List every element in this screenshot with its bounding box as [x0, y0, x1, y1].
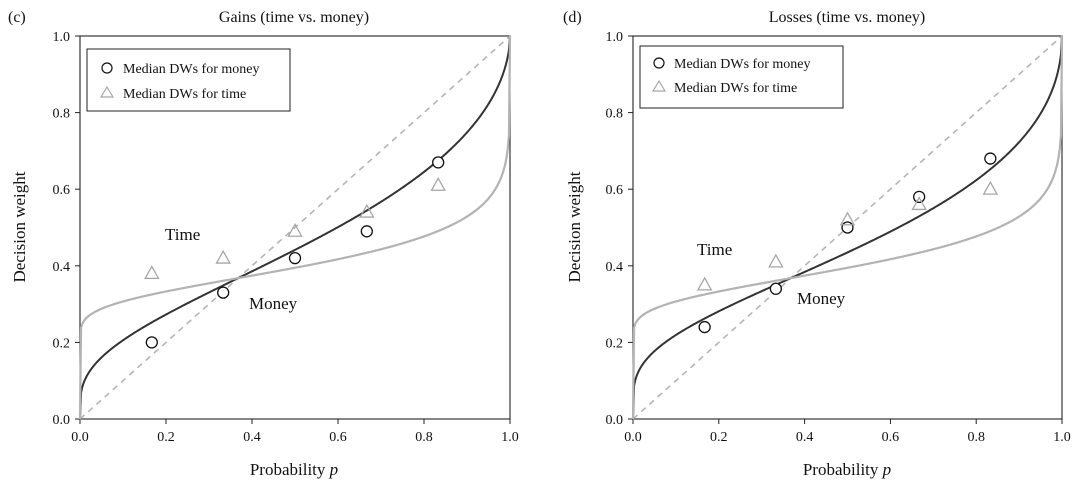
- x-tick-label: 0.2: [157, 430, 175, 445]
- legend-label-time: Median DWs for time: [674, 81, 797, 96]
- plot-area: [78, 35, 512, 420]
- chart-title: Gains (time vs. money): [219, 9, 369, 26]
- x-tick-label: 0.4: [243, 430, 261, 445]
- legend-marker-money: [653, 57, 665, 69]
- panel-label: (c): [8, 9, 26, 26]
- x-tick-label: 0.0: [71, 430, 89, 445]
- time-data-point: [215, 249, 231, 264]
- annotation-time: Time: [165, 225, 200, 244]
- time-data-point: [839, 211, 856, 226]
- y-tick-label: 0.8: [53, 107, 71, 122]
- annotation-money: Money: [249, 294, 298, 313]
- legend-label-money: Median DWs for money: [123, 62, 259, 77]
- annotation-money: Money: [797, 289, 846, 308]
- x-axis-title-variable: p: [329, 460, 339, 479]
- legend: Median DWs for money Median DWs for time: [639, 45, 844, 109]
- legend-label-time: Median DWs for time: [123, 87, 246, 102]
- x-axis-title: Probability p: [250, 460, 338, 479]
- legend-label-money: Median DWs for money: [674, 57, 810, 72]
- chart-panel-gains: (c) Gains (time vs. money) Decision weig…: [8, 9, 519, 479]
- money-data-point: [769, 282, 783, 295]
- y-tick-label: 0.8: [606, 107, 624, 122]
- time-fit-curve: [78, 35, 512, 420]
- time-data-point: [287, 222, 303, 237]
- y-axis-title: Decision weight: [10, 171, 29, 282]
- y-tick-label: 0.2: [53, 336, 71, 351]
- plot-frame: [632, 35, 1063, 420]
- x-axis: 0.0 0.2 0.4 0.6 0.8 1.0: [71, 419, 519, 445]
- time-data-point: [768, 253, 784, 268]
- y-tick-label: 0.2: [606, 336, 624, 351]
- legend-marker-money: [101, 62, 113, 74]
- legend-marker-time: [651, 79, 667, 92]
- y-tick-label: 0.6: [53, 183, 71, 198]
- chart-panel-losses: (d) Losses (time vs. money) Decision wei…: [563, 9, 1071, 479]
- x-axis-title-variable: p: [882, 460, 892, 479]
- y-tick-label: 0.0: [53, 413, 71, 428]
- money-data-point: [984, 152, 997, 165]
- x-tick-label: 0.6: [882, 430, 900, 445]
- money-data-point: [698, 320, 711, 334]
- legend: Median DWs for money Median DWs for time: [86, 48, 291, 112]
- identity-diagonal-line: [79, 35, 511, 420]
- time-data-point: [911, 196, 927, 211]
- plot-frame: [79, 35, 511, 420]
- x-tick-label: 1.0: [1053, 430, 1071, 445]
- time-data-point: [982, 180, 999, 195]
- time-data-point: [696, 276, 713, 291]
- money-data-point: [432, 156, 445, 169]
- y-tick-label: 0.4: [606, 260, 624, 275]
- money-data-point: [145, 336, 158, 349]
- time-fit-curve: [631, 35, 1064, 420]
- y-tick-label: 0.0: [606, 413, 624, 428]
- x-axis-title-text: Probability: [250, 460, 326, 479]
- x-tick-label: 0.2: [710, 430, 728, 445]
- x-tick-label: 0.8: [415, 430, 433, 445]
- x-axis-title-text: Probability: [803, 460, 879, 479]
- panel-label: (d): [563, 9, 582, 26]
- y-tick-label: 1.0: [53, 30, 71, 45]
- y-tick-label: 0.4: [53, 260, 71, 275]
- x-tick-label: 1.0: [501, 430, 519, 445]
- y-axis: 0.0 0.2 0.4 0.6 0.8 1.0: [606, 30, 633, 428]
- x-tick-label: 0.4: [796, 430, 814, 445]
- y-axis: 0.0 0.2 0.4 0.6 0.8 1.0: [53, 30, 80, 428]
- legend-box: [86, 48, 291, 112]
- annotation-time: Time: [697, 240, 732, 259]
- legend-box: [639, 45, 844, 109]
- money-fit-curve: [632, 35, 1063, 420]
- x-tick-label: 0.8: [967, 430, 985, 445]
- chart-title: Losses (time vs. money): [769, 9, 925, 26]
- x-tick-label: 0.0: [624, 430, 642, 445]
- x-axis: 0.0 0.2 0.4 0.6 0.8 1.0: [624, 419, 1071, 445]
- money-data-point: [217, 286, 230, 299]
- x-axis-title: Probability p: [803, 460, 891, 479]
- time-data-point: [144, 265, 160, 280]
- time-data-point: [430, 177, 446, 191]
- x-tick-label: 0.6: [329, 430, 347, 445]
- money-data-point: [288, 251, 302, 265]
- y-tick-label: 1.0: [606, 30, 624, 45]
- time-data-point: [359, 203, 375, 218]
- money-data-point: [841, 221, 854, 234]
- legend-marker-time: [99, 85, 115, 98]
- y-axis-title: Decision weight: [565, 171, 584, 282]
- y-tick-label: 0.6: [606, 183, 624, 198]
- plot-area: [631, 35, 1064, 420]
- money-data-point: [360, 225, 373, 238]
